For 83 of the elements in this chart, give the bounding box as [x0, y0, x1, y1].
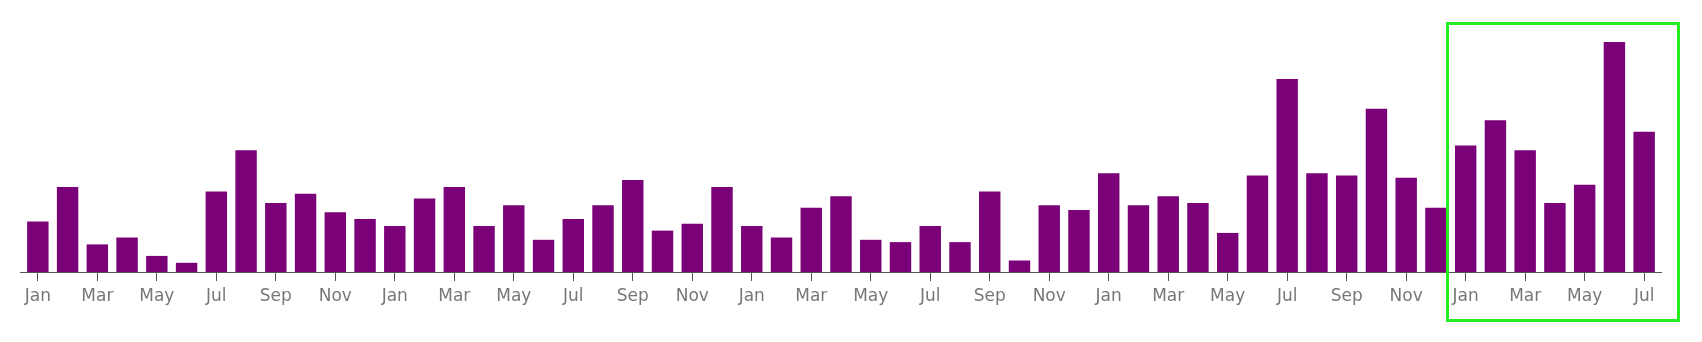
bar — [1068, 209, 1090, 272]
bar — [979, 191, 1001, 272]
bar — [592, 205, 614, 272]
x-tick-label: Mar — [81, 285, 114, 306]
bar — [27, 221, 49, 272]
bar — [205, 191, 228, 272]
bar — [1246, 175, 1269, 272]
bar — [651, 230, 674, 272]
bar — [1157, 196, 1179, 272]
x-tick-label: Mar — [438, 285, 471, 306]
x-tick-label: Jul — [1275, 285, 1298, 306]
x-tick-label: Jan — [1451, 285, 1479, 306]
x-tick-label: May — [1567, 285, 1603, 306]
bar — [1365, 108, 1388, 272]
bar — [56, 186, 79, 272]
x-tick-label: Mar — [1152, 285, 1185, 306]
x-tick-label: Jul — [205, 285, 227, 306]
bar — [889, 242, 912, 272]
bar — [919, 226, 941, 272]
bar — [770, 237, 793, 272]
bar — [1335, 175, 1358, 272]
bar — [235, 150, 257, 272]
x-tick-label: May — [853, 285, 889, 306]
bar — [354, 219, 376, 272]
x-tick-label: Jul — [918, 285, 941, 306]
bar — [1395, 177, 1417, 272]
bar — [830, 196, 852, 272]
bar — [324, 212, 347, 272]
x-tick-label: Sep — [259, 285, 292, 306]
x-tick-label: Sep — [973, 285, 1006, 306]
bar — [860, 239, 882, 272]
bar — [1484, 120, 1507, 272]
x-tick-label: Jan — [737, 285, 765, 306]
x-tick-label: Jan — [1094, 285, 1122, 306]
bar — [1276, 78, 1298, 272]
bar — [949, 242, 971, 272]
x-tick-label: Jan — [380, 285, 408, 306]
x-tick-label: Jul — [1632, 285, 1655, 306]
x-tick-label: May — [496, 285, 532, 306]
bar — [146, 255, 168, 272]
bar — [1573, 184, 1596, 272]
bar — [1425, 207, 1447, 272]
x-tick-label: Jan — [23, 285, 51, 306]
x-tick-label: Jul — [562, 285, 584, 306]
x-tick-label: May — [139, 285, 175, 306]
x-tick-label: Nov — [1389, 285, 1423, 306]
x-tick-label: Nov — [1032, 285, 1066, 306]
bar — [473, 226, 495, 272]
x-tick-label: Nov — [675, 285, 709, 306]
bar — [1127, 205, 1150, 272]
bar — [413, 198, 436, 272]
bar — [681, 223, 703, 272]
bar — [1008, 260, 1031, 272]
bar — [1514, 150, 1536, 272]
bar — [800, 207, 822, 272]
bar — [265, 203, 287, 272]
bar — [562, 219, 584, 272]
x-tick-label: Sep — [1330, 285, 1363, 306]
x-tick-label: Sep — [616, 285, 649, 306]
bar — [1038, 205, 1060, 272]
x-tick-label: Nov — [318, 285, 352, 306]
bar — [741, 226, 763, 272]
bar — [1603, 42, 1626, 272]
x-tick-label: May — [1210, 285, 1246, 306]
bar — [384, 226, 406, 272]
bar — [503, 205, 525, 272]
bar — [1098, 173, 1120, 272]
bar — [116, 237, 138, 272]
bar — [1544, 203, 1566, 272]
x-tick-label: Mar — [1509, 285, 1542, 306]
bar — [86, 244, 109, 272]
bar — [711, 186, 733, 272]
x-tick-label: Mar — [795, 285, 828, 306]
bar — [1454, 145, 1477, 272]
bar — [1216, 232, 1239, 272]
bar — [532, 239, 555, 272]
bar — [622, 180, 644, 272]
bar — [175, 262, 198, 272]
bar — [294, 193, 317, 272]
bar — [1306, 173, 1328, 272]
bar — [443, 186, 466, 272]
bar — [1633, 131, 1655, 272]
bar — [1187, 203, 1209, 272]
